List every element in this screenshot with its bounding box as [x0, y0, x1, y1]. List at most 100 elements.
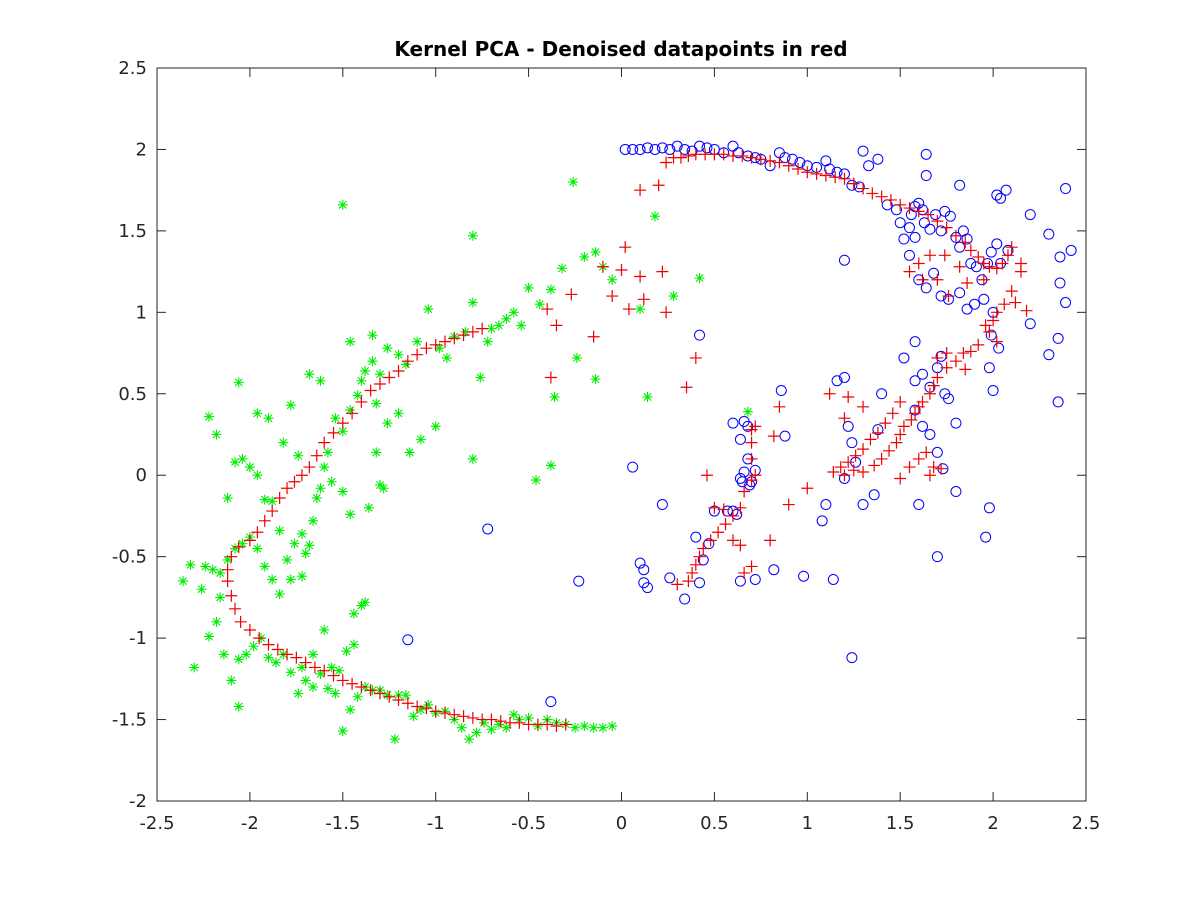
plus-point	[438, 335, 451, 348]
star-point	[259, 561, 270, 572]
circle-point	[909, 336, 921, 348]
star-point	[296, 662, 307, 673]
star-point	[393, 349, 404, 360]
circle-point	[876, 388, 888, 400]
plus-point	[745, 423, 758, 436]
star-point	[404, 447, 415, 458]
plus-point	[420, 342, 433, 355]
plus-point	[767, 430, 780, 443]
plus-point	[336, 417, 349, 430]
circle-point	[694, 329, 706, 341]
star-point	[423, 699, 434, 710]
plus-point	[262, 638, 275, 651]
plus-point	[736, 149, 749, 162]
star-point	[588, 722, 599, 733]
star-point	[252, 543, 263, 554]
star-point	[263, 413, 274, 424]
star-point	[222, 554, 233, 565]
plus-point	[229, 602, 242, 615]
star-point	[482, 336, 493, 347]
star-point	[534, 299, 545, 310]
circle-point	[664, 143, 676, 155]
x-tick-label: -1.5	[325, 813, 360, 834]
circle-point	[786, 153, 798, 165]
star-point	[230, 543, 241, 554]
circle-point	[991, 189, 1003, 201]
circle-point	[920, 148, 932, 160]
plus-point	[652, 179, 665, 192]
circle-point	[916, 420, 928, 432]
plus-point	[871, 426, 884, 439]
plus-point	[225, 550, 238, 563]
x-tick-label: -0.5	[511, 813, 546, 834]
circle-point	[924, 429, 936, 440]
star-point	[319, 624, 330, 635]
circle-point	[679, 593, 691, 605]
circle-point	[894, 217, 906, 229]
plus-point	[438, 707, 451, 720]
star-point	[252, 408, 263, 419]
circle-point	[831, 375, 843, 387]
plus-point	[429, 338, 442, 351]
plus-point	[327, 426, 340, 439]
star-point	[215, 592, 226, 603]
star-point	[523, 282, 534, 293]
plus-point	[987, 314, 1000, 327]
star-point	[371, 447, 382, 458]
plus-point	[801, 482, 814, 495]
star-point	[434, 343, 445, 354]
plus-point	[875, 190, 888, 203]
plus-point	[318, 436, 331, 449]
circle-point	[727, 417, 739, 429]
circle-point	[913, 499, 925, 511]
circle-point	[985, 246, 997, 258]
star-point	[486, 323, 497, 334]
plus-point	[411, 348, 424, 361]
x-tick-label: 2	[987, 813, 998, 834]
plus-point	[429, 705, 442, 718]
plus-point	[977, 257, 990, 270]
star-point	[311, 493, 322, 504]
star-point	[326, 476, 337, 487]
plus-point	[671, 578, 684, 591]
star-point	[289, 538, 300, 549]
star-point	[322, 447, 333, 458]
star-point	[363, 502, 374, 513]
star-point	[285, 667, 296, 678]
plus-point	[903, 202, 916, 215]
plus-point	[738, 566, 751, 579]
star-point	[590, 374, 601, 385]
plus-point	[792, 162, 805, 175]
plus-point	[834, 461, 847, 474]
plus-point	[857, 443, 870, 456]
plus-point	[868, 459, 881, 472]
y-tick-label: -1	[129, 628, 147, 649]
plus-point	[884, 193, 897, 206]
plus-point	[544, 371, 557, 384]
plus-point	[258, 514, 271, 527]
star-point	[189, 662, 200, 673]
plus-point	[457, 710, 470, 723]
x-tick-label: 2.5	[1072, 813, 1101, 834]
circle-point	[824, 163, 836, 175]
star-point	[579, 721, 590, 732]
circle-point	[909, 231, 921, 243]
circle-point	[794, 156, 806, 168]
circle-point	[1000, 184, 1012, 196]
circle-point	[679, 143, 691, 155]
plus-point	[773, 400, 786, 413]
star-point	[568, 177, 579, 188]
star-point	[237, 538, 248, 549]
star-point	[389, 734, 400, 745]
star-point	[345, 704, 356, 715]
star-point	[308, 515, 319, 526]
star-point	[330, 413, 341, 424]
plus-point	[346, 407, 359, 420]
plus-point	[615, 263, 628, 276]
plus-point	[931, 371, 944, 384]
star-point	[345, 405, 356, 416]
circle-point	[694, 577, 706, 589]
star-point	[367, 330, 378, 341]
circle-point	[827, 573, 839, 585]
plus-point	[689, 558, 702, 571]
